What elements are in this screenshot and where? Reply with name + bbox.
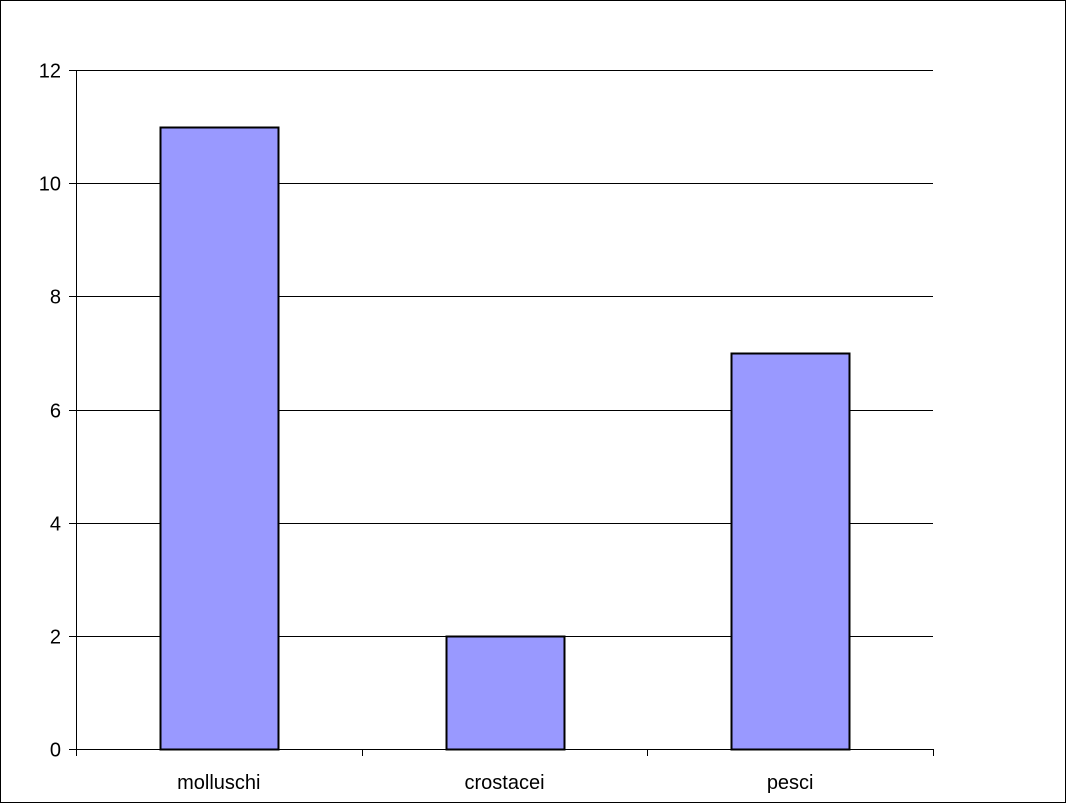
y-tick-label-10: 10 <box>39 174 61 196</box>
x-tick-label-crostacei: crostacei <box>464 772 544 794</box>
x-tick-label-molluschi: molluschi <box>177 772 260 794</box>
y-tick-label-4: 4 <box>50 514 61 536</box>
bars <box>159 126 851 751</box>
y-tick-label-12: 12 <box>39 61 61 83</box>
bar-pesci <box>730 352 851 751</box>
bar-crostacei <box>445 635 566 751</box>
x-tick-label-pesci: pesci <box>767 772 814 794</box>
axis-labels: 0 2 4 6 8 10 12 molluschi crostacei pesci <box>39 61 814 795</box>
y-tick-label-6: 6 <box>50 401 61 423</box>
y-tick-label-0: 0 <box>50 740 61 762</box>
y-tick-label-2: 2 <box>50 627 61 649</box>
axes <box>69 70 934 756</box>
bar-molluschi <box>159 126 280 751</box>
y-tick-label-8: 8 <box>50 287 61 309</box>
